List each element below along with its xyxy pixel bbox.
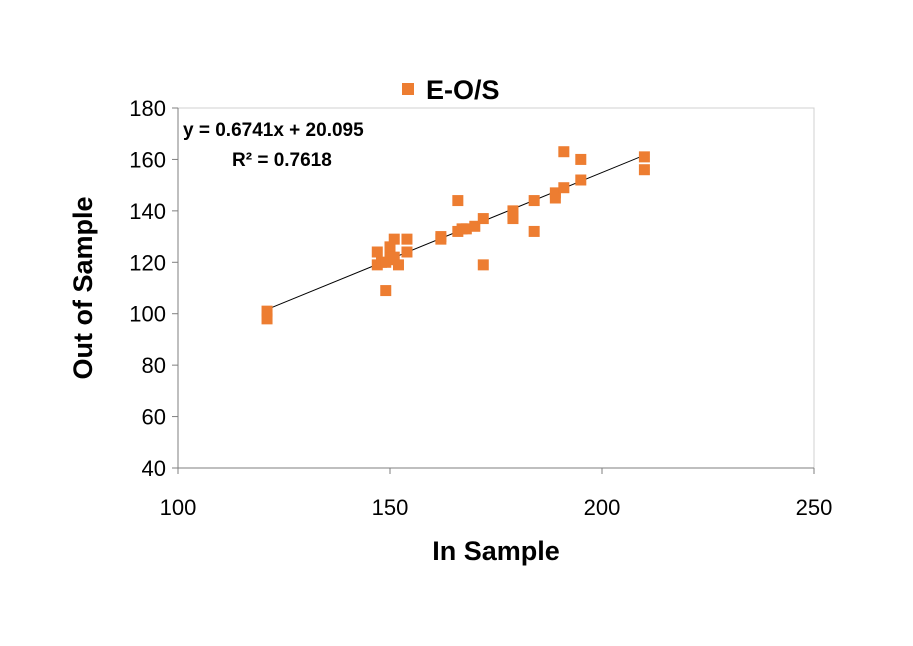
data-point bbox=[558, 146, 570, 158]
data-point bbox=[549, 192, 561, 204]
data-point bbox=[452, 195, 464, 207]
x-tick-label: 150 bbox=[372, 495, 409, 520]
y-tick-label: 100 bbox=[129, 302, 166, 327]
trendline-equation: y = 0.6741x + 20.095 bbox=[183, 120, 364, 141]
data-point bbox=[528, 195, 540, 207]
legend-label: E-O/S bbox=[426, 75, 500, 105]
x-tick-label: 200 bbox=[584, 495, 621, 520]
y-tick-label: 140 bbox=[129, 199, 166, 224]
data-point bbox=[401, 233, 413, 245]
y-tick-label: 120 bbox=[129, 250, 166, 275]
data-point bbox=[558, 182, 570, 194]
y-tick-label: 40 bbox=[142, 456, 166, 481]
y-tick-label: 180 bbox=[129, 96, 166, 121]
data-point bbox=[261, 305, 273, 317]
data-points bbox=[261, 146, 650, 325]
y-tick-label: 80 bbox=[142, 353, 166, 378]
data-point bbox=[575, 174, 587, 186]
data-point bbox=[460, 223, 472, 235]
data-point bbox=[371, 246, 383, 258]
x-tick-label: 100 bbox=[160, 495, 197, 520]
data-point bbox=[384, 241, 396, 253]
data-point bbox=[477, 213, 489, 225]
data-point bbox=[435, 233, 447, 245]
data-point bbox=[477, 259, 489, 271]
data-point bbox=[261, 313, 273, 325]
r-squared-label: R² = 0.7618 bbox=[232, 150, 332, 171]
y-tick-label: 60 bbox=[142, 405, 166, 430]
x-axis: 100 150 200 250 bbox=[160, 467, 833, 520]
legend-marker bbox=[402, 83, 414, 95]
x-tick-label: 250 bbox=[796, 495, 833, 520]
data-point bbox=[575, 153, 587, 165]
data-point bbox=[507, 213, 519, 225]
data-point bbox=[638, 164, 650, 176]
x-axis-title: In Sample bbox=[432, 536, 560, 566]
data-point bbox=[401, 246, 413, 258]
data-point bbox=[469, 220, 481, 232]
data-point bbox=[388, 251, 400, 263]
data-point bbox=[528, 225, 540, 237]
y-axis: 40 60 80 100 120 140 160 180 bbox=[129, 96, 179, 481]
y-tick-label: 160 bbox=[129, 147, 166, 172]
data-point bbox=[638, 151, 650, 163]
data-point bbox=[380, 285, 392, 297]
data-point bbox=[388, 233, 400, 245]
data-point bbox=[392, 259, 404, 271]
y-axis-title: Out of Sample bbox=[68, 196, 98, 379]
